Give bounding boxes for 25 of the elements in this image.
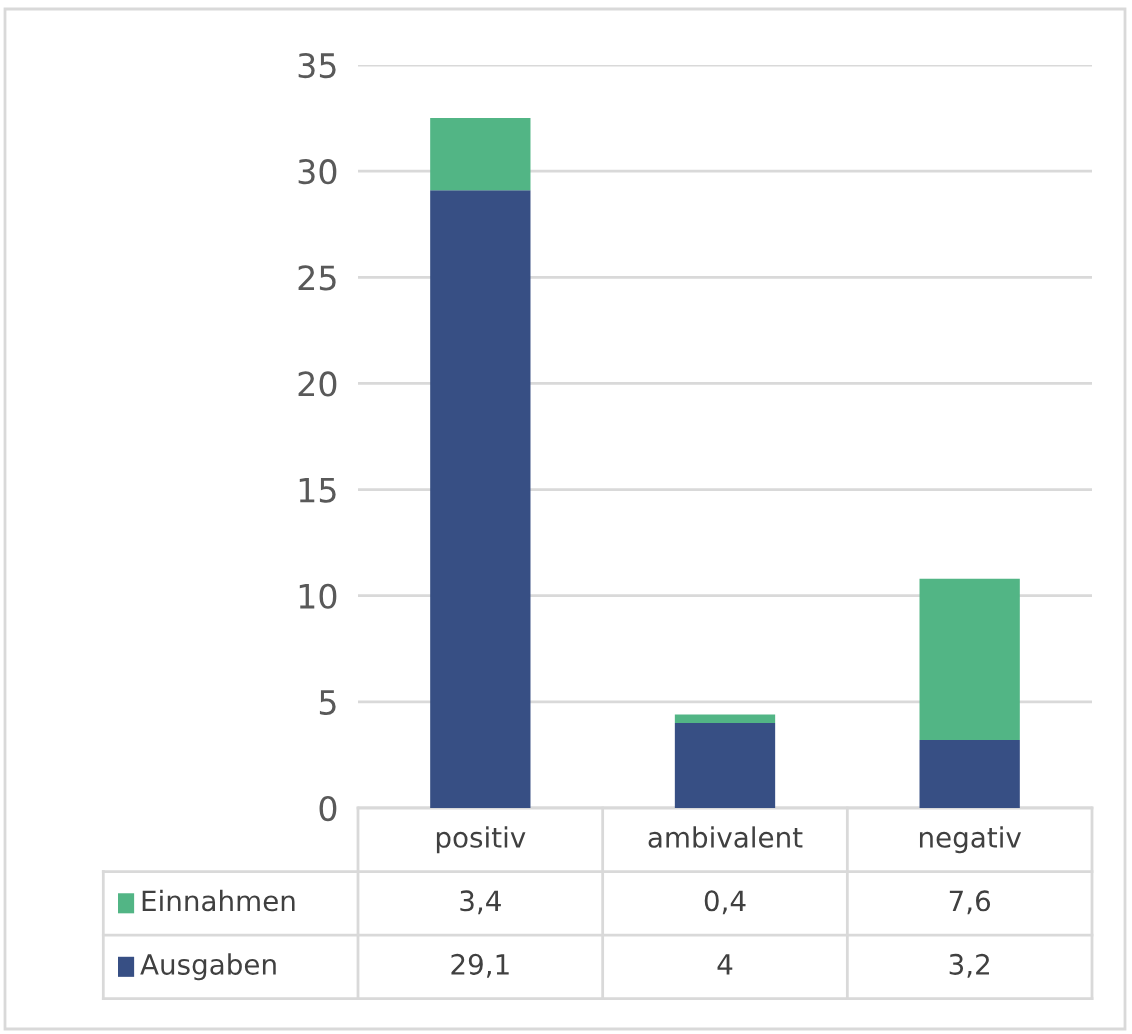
data-label: 29,1 — [451, 953, 509, 978]
y-tick-label: 10 — [299, 583, 337, 609]
y-tick-label: 35 — [298, 52, 336, 79]
y-tick-label: 25 — [298, 265, 336, 291]
y-tick-label: 30 — [298, 159, 337, 185]
legend-label: Einnahmen — [142, 889, 295, 912]
y-tick-label: 5 — [319, 690, 336, 715]
bar — [674, 714, 776, 724]
y-tick-label: 15 — [299, 477, 336, 503]
x-tick-label: positiv — [436, 826, 526, 854]
bar — [674, 723, 776, 808]
bar — [919, 578, 1020, 741]
data-label: 4 — [717, 954, 733, 975]
bar — [430, 118, 531, 191]
bar — [919, 740, 1020, 808]
x-tick-label: ambivalent — [648, 826, 803, 848]
bar — [430, 190, 531, 808]
legend-label: Ausgaben — [140, 953, 276, 981]
x-tick-label: negativ — [919, 826, 1022, 854]
y-tick-label: 0 — [319, 795, 337, 822]
data-label: 3,4 — [460, 890, 501, 915]
data-label: 7,6 — [949, 890, 991, 915]
data-label: 3,2 — [949, 953, 989, 978]
data-label: 0,4 — [704, 890, 746, 915]
y-tick-label: 20 — [298, 371, 337, 397]
